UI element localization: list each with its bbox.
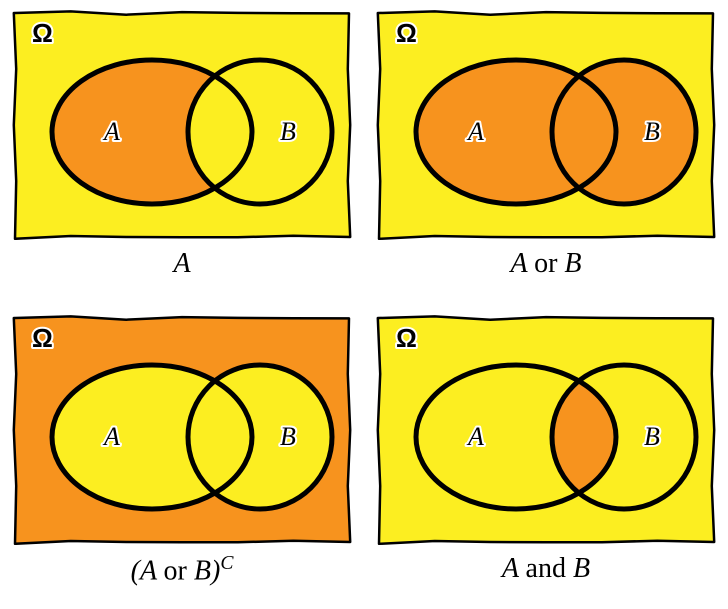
venn-panel-svg: Ω A B [12,315,352,545]
set-a-label: A [102,117,120,146]
venn-panel: Ω A B [12,315,352,545]
venn-cell-A-or-B: Ω A B A or B [364,0,728,305]
set-b-label: B [280,422,296,451]
set-a-label: A [102,422,120,451]
venn-panel-svg: Ω A B [12,10,352,240]
omega-label: Ω [32,18,53,48]
panel-caption: (A or B)C [131,553,234,587]
set-b-label: B [644,117,660,146]
set-a-label: A [466,117,484,146]
venn-grid: Ω A B A [0,0,728,609]
venn-panel: Ω A B [12,10,352,240]
venn-panel-svg: Ω A B [376,10,716,240]
set-a-label: A [466,422,484,451]
omega-label: Ω [396,323,417,353]
venn-panel: Ω A B [376,315,716,545]
set-b-label: B [644,422,660,451]
panel-caption: A [173,248,190,280]
venn-cell-A-and-B: Ω A B A and B [364,305,728,609]
panel-caption: A or B [510,248,581,280]
omega-label: Ω [32,323,53,353]
panel-caption: A and B [502,553,590,585]
venn-panel-svg: Ω A B [376,315,716,545]
venn-cell-A-only: Ω A B A [0,0,364,305]
venn-panel: Ω A B [376,10,716,240]
venn-cell-A-or-B-complement: Ω A B (A or B)C [0,305,364,609]
set-b-label: B [280,117,296,146]
omega-label: Ω [396,18,417,48]
